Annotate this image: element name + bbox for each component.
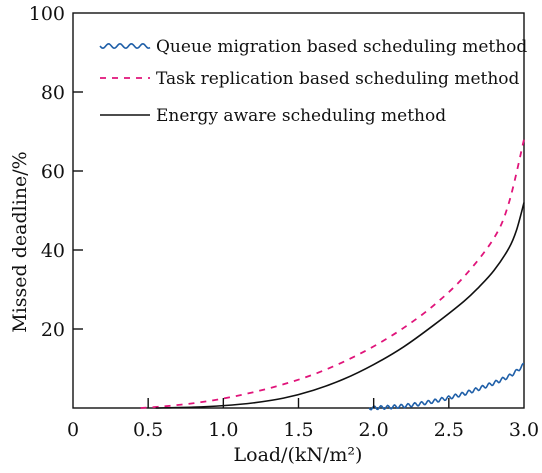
x-tick-label: 1.5 [283,419,313,441]
series-line-energy-aware [155,202,525,409]
x-tick-label: 2.5 [434,419,464,441]
legend-label-task-replication: Task replication based scheduling method [156,69,520,89]
ticks-layer: 0 0.5 1.0 1.5 2.0 2.5 3.0 20 40 60 80 100 [29,3,539,441]
legend: Queue migration based scheduling method … [99,37,527,126]
x-tick-label: 1.0 [208,419,238,441]
series-layer [140,139,525,411]
y-tick-label: 20 [41,319,65,341]
x-tick-label: 3.0 [509,419,539,441]
x-axis-title: Load/(kN/m²) [234,444,363,466]
y-axis-title: Missed deadline/% [9,151,31,332]
legend-label-queue-migration: Queue migration based scheduling method [156,37,527,57]
legend-line-queue-migration [99,42,151,50]
x-tick-label: 2.0 [359,419,389,441]
y-tick-label: 80 [41,82,65,104]
x-tick-label: 0 [67,419,79,441]
series-line-queue-migration [368,362,525,411]
y-tick-label: 40 [41,240,65,262]
series-line-task-replication [140,139,525,409]
y-tick-label: 60 [41,161,65,183]
y-tick-label: 100 [29,3,65,25]
legend-label-energy-aware: Energy aware scheduling method [156,106,446,126]
x-tick-label: 0.5 [133,419,163,441]
